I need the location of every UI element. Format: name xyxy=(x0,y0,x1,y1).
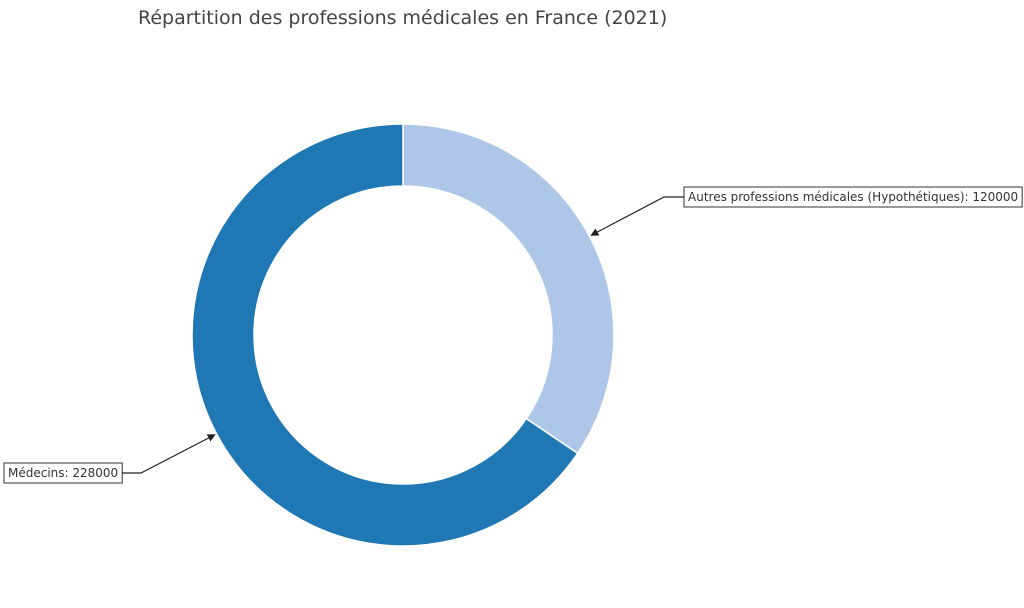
donut-slices xyxy=(191,123,615,547)
slice-annotation-label: Autres professions médicales (Hypothétiq… xyxy=(688,190,1018,204)
slice-annotation-leader xyxy=(122,434,216,474)
slice-annotation-leader xyxy=(590,196,684,236)
donut-slice-autres-professions xyxy=(402,123,615,455)
slice-annotation-label: Médecins: 228000 xyxy=(8,466,118,480)
slice-annotation-medecins: Médecins: 228000 xyxy=(3,434,216,484)
chart-title: Répartition des professions médicales en… xyxy=(138,7,667,29)
slice-annotations: Autres professions médicales (Hypothétiq… xyxy=(3,186,1023,484)
slice-annotation-autres-professions: Autres professions médicales (Hypothétiq… xyxy=(590,186,1023,236)
donut-slice-medecins xyxy=(191,123,579,547)
